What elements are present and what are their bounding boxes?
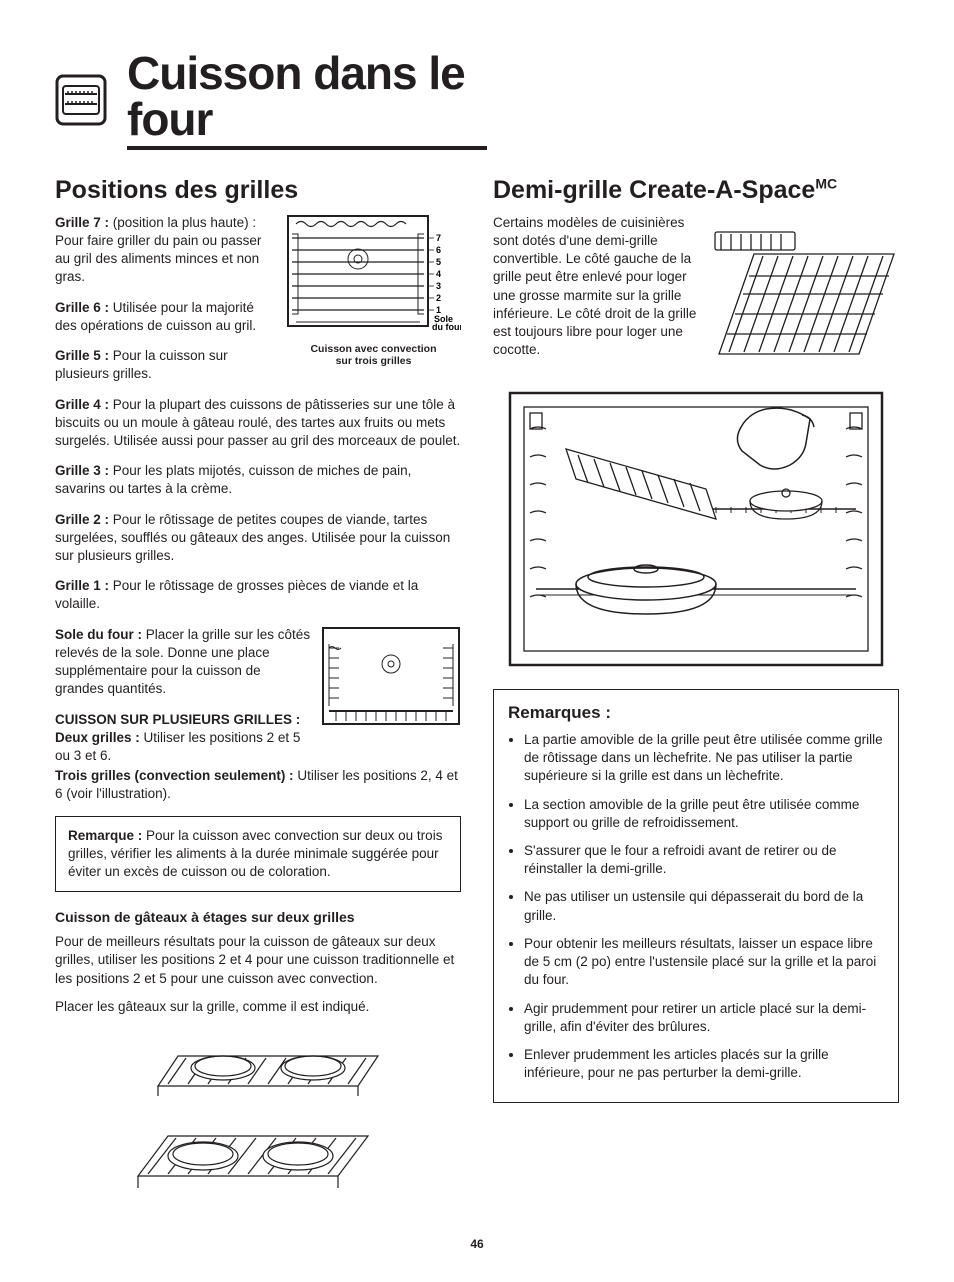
grille-1: Grille 1 : Pour le rôtissage de grosses … [55,577,461,613]
svg-text:2: 2 [436,293,441,303]
page-number: 46 [55,1236,899,1252]
svg-text:3: 3 [436,281,441,291]
remark-item: La partie amovible de la grille peut êtr… [524,731,884,786]
half-rack-heading: Demi-grille Create-A-SpaceMC [493,174,899,208]
half-rack-product-diagram [709,214,899,379]
svg-text:5: 5 [436,257,441,267]
remark-item: Agir prudemment pour retirer un article … [524,1000,884,1036]
svg-text:6: 6 [436,245,441,255]
remarks-heading: Remarques : [508,702,884,725]
convection-note: Remarque : Pour la cuisson avec convecti… [55,816,461,893]
page-header: Cuisson dans le four [55,50,899,150]
oven-icon [55,74,107,126]
grille-2: Grille 2 : Pour le rôtissage de petites … [55,511,461,566]
half-rack-icon [709,214,899,374]
remark-item: Pour obtenir les meilleurs résultats, la… [524,935,884,990]
grille-3: Grille 3 : Pour les plats mijotés, cuiss… [55,462,461,498]
remark-item: Ne pas utiliser un ustensile qui dépasse… [524,888,884,924]
remark-item: Enlever prudemment les articles placés s… [524,1046,884,1082]
page-title: Cuisson dans le four [127,50,487,150]
diagram-caption: Cuisson avec convection sur trois grille… [286,343,461,367]
left-column: Positions des grilles [55,174,461,1216]
three-racks: Trois grilles (convection seulement) : U… [55,767,461,803]
oven-hand-diagram [506,389,886,669]
remark-item: La section amovible de la grille peut êt… [524,796,884,832]
content-columns: Positions des grilles [55,174,899,1216]
cakes-p1: Pour de meilleurs résultats pour la cuis… [55,933,461,988]
remark-item: S'assurer que le four a refroidi avant d… [524,842,884,878]
svg-text:7: 7 [436,233,441,243]
right-column: Demi-grille Create-A-SpaceMC Certains mo… [493,174,899,1216]
svg-text:du four: du four [432,322,461,332]
grille-4: Grille 4 : Pour la plupart des cuissons … [55,396,461,451]
svg-text:4: 4 [436,269,441,279]
oven-racks-diagram: 7 6 5 4 3 2 1 Sole du four [286,214,461,334]
oven-floor-icon [321,626,461,726]
cake-racks-diagram [128,1026,388,1216]
oven-diagram-block: 7 6 5 4 3 2 1 Sole du four Cuisson avec … [286,214,461,367]
cakes-p2: Placer les gâteaux sur la grille, comme … [55,998,461,1016]
oven-floor-diagram [321,626,461,731]
remarks-list: La partie amovible de la grille peut êtr… [508,731,884,1083]
remarks-box: Remarques : La partie amovible de la gri… [493,689,899,1103]
cakes-heading: Cuisson de gâteaux à étages sur deux gri… [55,908,461,927]
rack-positions-heading: Positions des grilles [55,174,461,208]
